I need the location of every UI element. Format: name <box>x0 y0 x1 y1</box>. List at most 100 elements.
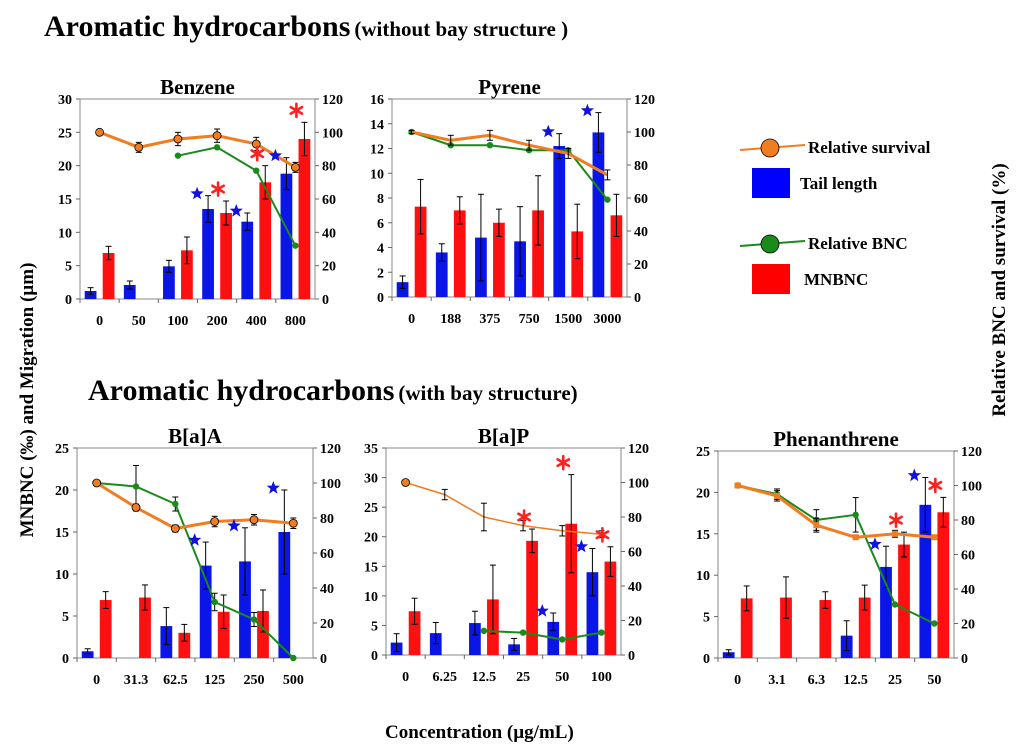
left-tick-label: 6 <box>377 217 384 232</box>
right-tick-label: 100 <box>628 477 649 492</box>
left-axis-label: MNBNC (‰) and Migration (µm) <box>17 262 38 538</box>
significance-star-blue <box>227 518 241 532</box>
tail-length-bar <box>880 566 892 658</box>
right-tick-label: 0 <box>320 652 327 667</box>
x-tick-label: 3.1 <box>768 673 786 688</box>
right-tick-label: 0 <box>961 652 968 667</box>
relative-survival-point <box>931 534 938 541</box>
tail-length-bar <box>919 504 932 658</box>
right-tick-label: 100 <box>320 477 341 492</box>
chart-title: B[a]P <box>478 424 529 448</box>
x-tick-label: 0 <box>408 312 415 327</box>
right-tick-label: 100 <box>961 480 982 495</box>
relative-bnc-point <box>174 152 182 159</box>
left-tick-label: 0 <box>371 649 378 664</box>
left-tick-label: 0 <box>703 652 710 667</box>
right-tick-label: 40 <box>320 582 334 597</box>
mnbnc-bar <box>604 561 617 655</box>
right-tick-label: 20 <box>628 615 642 630</box>
x-tick-label: 0 <box>734 673 741 688</box>
significance-star-blue <box>580 103 595 117</box>
right-tick-label: 80 <box>628 511 642 526</box>
x-tick-label: 3000 <box>593 312 621 327</box>
tail-length-bar <box>202 209 214 299</box>
relative-bnc-point <box>132 483 140 490</box>
relative-survival-point <box>288 518 298 528</box>
x-tick-label: 62.5 <box>163 673 188 688</box>
right-tick-label: 60 <box>634 192 648 207</box>
right-tick-label: 120 <box>320 442 341 457</box>
x-tick-label: 125 <box>204 673 225 688</box>
left-tick-label: 20 <box>696 486 710 501</box>
significance-asterisk-red-stroke <box>556 458 571 468</box>
x-tick-label: 6.25 <box>433 670 458 685</box>
right-tick-label: 0 <box>322 293 329 308</box>
x-tick-label: 200 <box>207 314 228 329</box>
right-tick-label: 0 <box>634 291 641 306</box>
right-tick-label: 60 <box>628 546 642 561</box>
left-tick-label: 14 <box>370 118 384 133</box>
relative-survival-line <box>99 130 297 169</box>
right-tick-label: 0 <box>628 649 635 664</box>
relative-survival-line <box>411 130 609 177</box>
mnbnc-bar <box>565 523 578 655</box>
tail-length-bar <box>241 221 254 299</box>
left-tick-label: 4 <box>377 242 384 257</box>
tail-length-bar <box>81 651 94 658</box>
significance-asterisk-red <box>250 145 265 162</box>
left-tick-label: 25 <box>55 442 69 457</box>
relative-survival-line <box>405 481 602 536</box>
relative-survival-point <box>774 492 780 499</box>
mnbnc-bar <box>610 215 623 297</box>
tail-length-bar <box>553 146 566 297</box>
relative-bnc-point <box>290 654 297 662</box>
significance-asterisk-red <box>595 526 610 543</box>
left-tick-label: 35 <box>364 442 378 457</box>
right-tick-label: 120 <box>322 93 343 108</box>
plot-frame <box>717 450 955 659</box>
mnbnc-bar <box>102 253 115 299</box>
left-tick-label: 5 <box>65 260 72 275</box>
right-tick-label: 120 <box>634 93 655 108</box>
heading-without-bay-sub: (without bay structure ) <box>354 17 569 41</box>
relative-bnc-point <box>292 242 299 249</box>
mnbnc-bar <box>259 182 272 299</box>
relative-bnc-line <box>177 146 297 247</box>
left-tick-label: 10 <box>58 226 72 241</box>
x-tick-label: 188 <box>440 312 461 327</box>
significance-star-blue <box>868 537 882 550</box>
left-tick-label: 30 <box>364 472 378 487</box>
x-tick-label: 1500 <box>554 312 582 327</box>
relative-bnc-point <box>486 142 494 149</box>
mnbnc-bar <box>139 597 151 658</box>
tail-length-bar <box>435 252 448 297</box>
left-tick-label: 20 <box>58 160 72 175</box>
legend-label-bnc: Relative BNC <box>808 234 908 253</box>
chart-title: Benzene <box>160 75 235 99</box>
heading-with-bay-main: Aromatic hydrocarbons <box>88 374 395 407</box>
legend-label-mnbnc: MNBNC <box>804 270 869 289</box>
x-tick-label: 25 <box>888 673 902 688</box>
relative-survival-point <box>852 534 859 541</box>
chart-title: Phenanthrene <box>773 427 899 451</box>
left-tick-label: 5 <box>371 619 378 634</box>
left-tick-label: 2 <box>377 266 384 281</box>
right-tick-label: 20 <box>320 617 334 632</box>
legend-label-survival: Relative survival <box>808 138 931 157</box>
mnbnc-bar <box>526 540 538 655</box>
relative-bnc-point <box>559 636 566 643</box>
left-tick-label: 5 <box>703 611 710 626</box>
right-axis-label: Relative BNC and survival (%) <box>989 163 1010 417</box>
right-tick-label: 60 <box>322 193 336 208</box>
left-tick-label: 10 <box>55 568 69 583</box>
relative-bnc-point <box>852 511 859 519</box>
tail-length-bar <box>278 532 291 658</box>
plot-frame <box>391 98 628 298</box>
right-tick-label: 120 <box>628 442 649 457</box>
tail-length-bar <box>469 623 481 655</box>
relative-bnc-line <box>411 131 609 201</box>
relative-bnc-line <box>96 482 294 659</box>
tail-length-legend-box <box>752 168 790 198</box>
mnbnc-legend-box <box>752 264 790 294</box>
